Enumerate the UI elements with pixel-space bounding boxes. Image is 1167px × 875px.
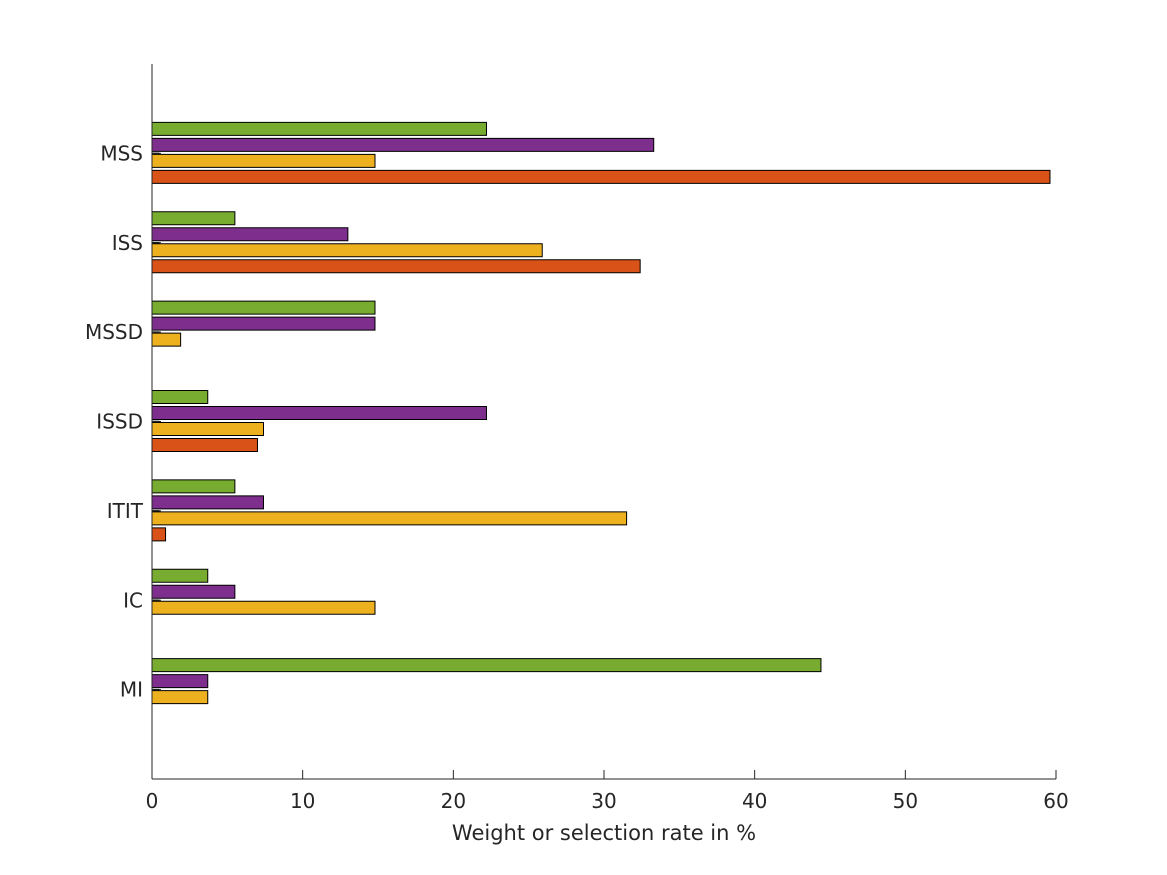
bar-itit-series-2	[151, 495, 264, 510]
bar-mss-series-2	[151, 137, 655, 152]
bar-issd-series-5	[151, 438, 258, 452]
bar-iss-series-2	[151, 227, 349, 242]
bar-issd-series-4	[151, 422, 264, 436]
bar-iss-series-5	[151, 259, 641, 274]
bar-ic-series-2	[151, 584, 236, 599]
x-tick-label-20: 20	[441, 789, 466, 813]
x-tick-label-30: 30	[591, 789, 616, 813]
bar-mi-series-4	[151, 690, 209, 705]
bar-issd-series-1	[151, 390, 209, 404]
x-tick-label-50: 50	[893, 789, 918, 813]
bar-iss-series-1	[151, 211, 236, 226]
bar-itit-series-1	[151, 479, 236, 494]
bar-mi-series-1	[151, 658, 822, 673]
x-ticks-layer: 0 10 20 30 40 50 60	[146, 770, 1069, 813]
bar-mss-series-5	[151, 169, 1051, 184]
bar-iss-series-4	[151, 243, 543, 258]
bar-mssd-series-1	[151, 300, 376, 315]
bar-mssd-series-2	[151, 316, 376, 331]
bar-itit-series-5	[151, 527, 167, 542]
x-tick-label-60: 60	[1043, 789, 1068, 813]
y-tick-label-itit: ITIT	[107, 499, 144, 523]
y-tick-label-iss: ISS	[112, 231, 143, 255]
bar-issd-series-2	[151, 406, 487, 420]
y-tick-label-mi: MI	[120, 678, 143, 702]
bar-ic-series-1	[151, 568, 209, 583]
bar-itit-series-4	[151, 511, 628, 526]
x-axis-title: Weight or selection rate in %	[452, 821, 756, 845]
bar-ic-series-4	[151, 600, 376, 615]
bar-mss-series-1	[151, 121, 487, 136]
bar-mssd-series-4	[151, 332, 182, 347]
bar-mi-series-2	[151, 674, 209, 689]
x-tick-label-10: 10	[290, 789, 315, 813]
x-tick-label-40: 40	[742, 789, 767, 813]
x-tick-label-0: 0	[146, 789, 159, 813]
y-ticks-layer: MSS ISS MSSD ISSD ITIT IC MI	[85, 141, 161, 702]
bar-mss-series-4	[151, 153, 376, 168]
bars-layer	[151, 121, 1051, 705]
y-tick-label-mssd: MSSD	[85, 320, 143, 344]
y-tick-label-issd: ISSD	[96, 410, 143, 434]
y-tick-label-mss: MSS	[100, 141, 143, 165]
y-tick-label-ic: IC	[123, 588, 143, 612]
